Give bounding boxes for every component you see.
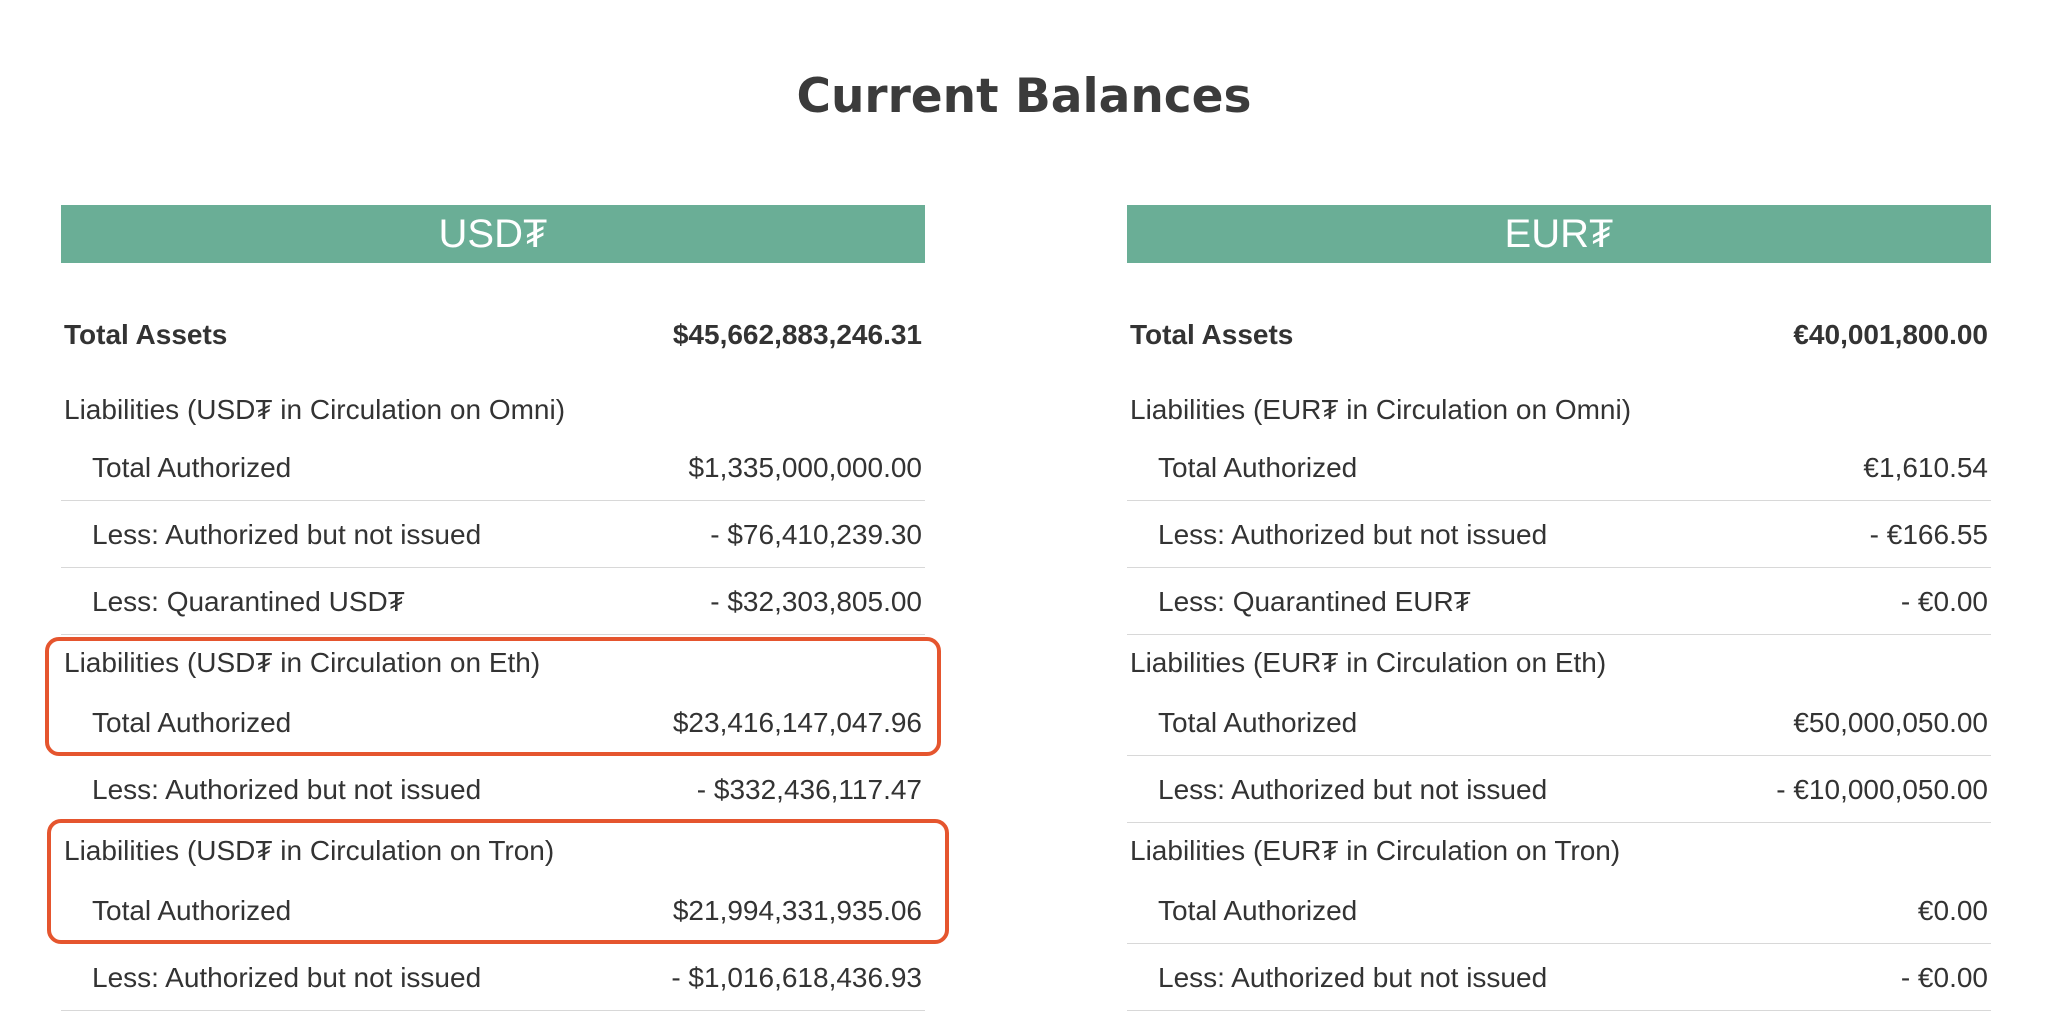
usdt-eth-total-authorized-value: $23,416,147,047.96 — [672, 706, 922, 738]
usdt-omni-heading: Liabilities (USD₮ in Circulation on Omni… — [64, 394, 566, 425]
eurt-omni-heading: Liabilities (EUR₮ in Circulation on Omni… — [1130, 394, 1632, 425]
eurt-total-assets-label: Total Assets — [1130, 319, 1294, 350]
usdt-total-assets-value: $45,662,883,246.31 — [672, 319, 922, 350]
eurt-omni-total-authorized-label: Total Authorized — [1158, 451, 1358, 483]
eurt-omni-total-authorized-value: €1,610.54 — [1863, 451, 1988, 483]
usdt-eth-heading-row: Liabilities (USD₮ in Circulation on Eth) — [61, 630, 925, 696]
eurt-eth-heading-row: Liabilities (EUR₮ in Circulation on Eth) — [1127, 630, 1991, 696]
eurt-eth-total-authorized-label: Total Authorized — [1158, 706, 1358, 738]
usdt-eth-not-issued-label: Less: Authorized but not issued — [92, 773, 482, 805]
eurt-omni-quarantined-label: Less: Quarantined EUR₮ — [1158, 585, 1471, 617]
eurt-eth-not-issued-row: Less: Authorized but not issued - €10,00… — [1127, 757, 1991, 823]
usdt-omni-not-issued-row: Less: Authorized but not issued - $76,41… — [61, 502, 925, 568]
usdt-omni-total-authorized-value: $1,335,000,000.00 — [688, 451, 922, 483]
usdt-tron-heading-row: Liabilities (USD₮ in Circulation on Tron… — [61, 818, 925, 884]
usdt-eth-not-issued-row: Less: Authorized but not issued - $332,4… — [61, 757, 925, 823]
usdt-tron-heading: Liabilities (USD₮ in Circulation on Tron… — [64, 835, 555, 866]
eurt-eth-not-issued-value: - €10,000,050.00 — [1776, 773, 1988, 805]
usdt-omni-quarantined-label: Less: Quarantined USD₮ — [92, 585, 405, 617]
usdt-tron-not-issued-value: - $1,016,618,436.93 — [671, 961, 922, 993]
tron-highlight-box — [47, 819, 949, 944]
eurt-total-assets-row: Total Assets €40,001,800.00 — [1127, 302, 1991, 368]
eurt-omni-not-issued-value: - €166.55 — [1869, 518, 1988, 550]
eurt-omni-not-issued-row: Less: Authorized but not issued - €166.5… — [1127, 502, 1991, 568]
usdt-eth-not-issued-value: - $332,436,117.47 — [696, 773, 922, 805]
eurt-omni-quarantined-row: Less: Quarantined EUR₮ - €0.00 — [1127, 569, 1991, 635]
eurt-eth-total-authorized-row: Total Authorized €50,000,050.00 — [1127, 690, 1991, 756]
eurt-tron-total-authorized-label: Total Authorized — [1158, 894, 1358, 926]
usdt-omni-total-authorized-label: Total Authorized — [92, 451, 292, 483]
usdt-panel-header: USD₮ — [61, 205, 925, 263]
page-title: Current Balances — [796, 69, 1252, 124]
usdt-omni-not-issued-value: - $76,410,239.30 — [710, 518, 922, 550]
eurt-tron-total-authorized-value: €0.00 — [1917, 894, 1988, 926]
usdt-omni-heading-row: Liabilities (USD₮ in Circulation on Omni… — [61, 377, 925, 443]
eth-highlight-box — [45, 637, 941, 756]
eurt-tron-not-issued-label: Less: Authorized but not issued — [1158, 961, 1548, 993]
usdt-tron-total-authorized-label: Total Authorized — [92, 894, 292, 926]
usdt-total-assets-row: Total Assets $45,662,883,246.31 — [61, 302, 925, 368]
eurt-tron-heading-row: Liabilities (EUR₮ in Circulation on Tron… — [1127, 818, 1991, 884]
eurt-tron-not-issued-value: - €0.00 — [1900, 961, 1988, 993]
usdt-tron-total-authorized-value: $21,994,331,935.06 — [672, 894, 922, 926]
eurt-omni-not-issued-label: Less: Authorized but not issued — [1158, 518, 1548, 550]
usdt-tron-not-issued-row: Less: Authorized but not issued - $1,016… — [61, 945, 925, 1011]
usdt-eth-heading: Liabilities (USD₮ in Circulation on Eth) — [64, 647, 541, 678]
eurt-omni-quarantined-value: - €0.00 — [1900, 585, 1988, 617]
usdt-total-assets-label: Total Assets — [64, 319, 228, 350]
eurt-eth-total-authorized-value: €50,000,050.00 — [1793, 706, 1988, 738]
eurt-tron-total-authorized-row: Total Authorized €0.00 — [1127, 878, 1991, 944]
eurt-tron-not-issued-row: Less: Authorized but not issued - €0.00 — [1127, 945, 1991, 1011]
eurt-eth-heading: Liabilities (EUR₮ in Circulation on Eth) — [1130, 647, 1607, 678]
eurt-panel-header: EUR₮ — [1127, 205, 1991, 263]
eurt-omni-total-authorized-row: Total Authorized €1,610.54 — [1127, 435, 1991, 501]
usdt-omni-not-issued-label: Less: Authorized but not issued — [92, 518, 482, 550]
usdt-eth-total-authorized-label: Total Authorized — [92, 706, 292, 738]
usdt-omni-quarantined-row: Less: Quarantined USD₮ - $32,303,805.00 — [61, 569, 925, 635]
eurt-omni-heading-row: Liabilities (EUR₮ in Circulation on Omni… — [1127, 377, 1991, 443]
usdt-omni-total-authorized-row: Total Authorized $1,335,000,000.00 — [61, 435, 925, 501]
usdt-tron-not-issued-label: Less: Authorized but not issued — [92, 961, 482, 993]
usdt-omni-quarantined-value: - $32,303,805.00 — [710, 585, 922, 617]
eurt-eth-not-issued-label: Less: Authorized but not issued — [1158, 773, 1548, 805]
eurt-total-assets-value: €40,001,800.00 — [1793, 319, 1988, 350]
usdt-balance-panel: USD₮ Total Assets $45,662,883,246.31 Lia… — [45, 205, 949, 1011]
eurt-balance-panel: EUR₮ Total Assets €40,001,800.00 Liabili… — [1127, 205, 1991, 1011]
eurt-tron-heading: Liabilities (EUR₮ in Circulation on Tron… — [1130, 835, 1621, 866]
